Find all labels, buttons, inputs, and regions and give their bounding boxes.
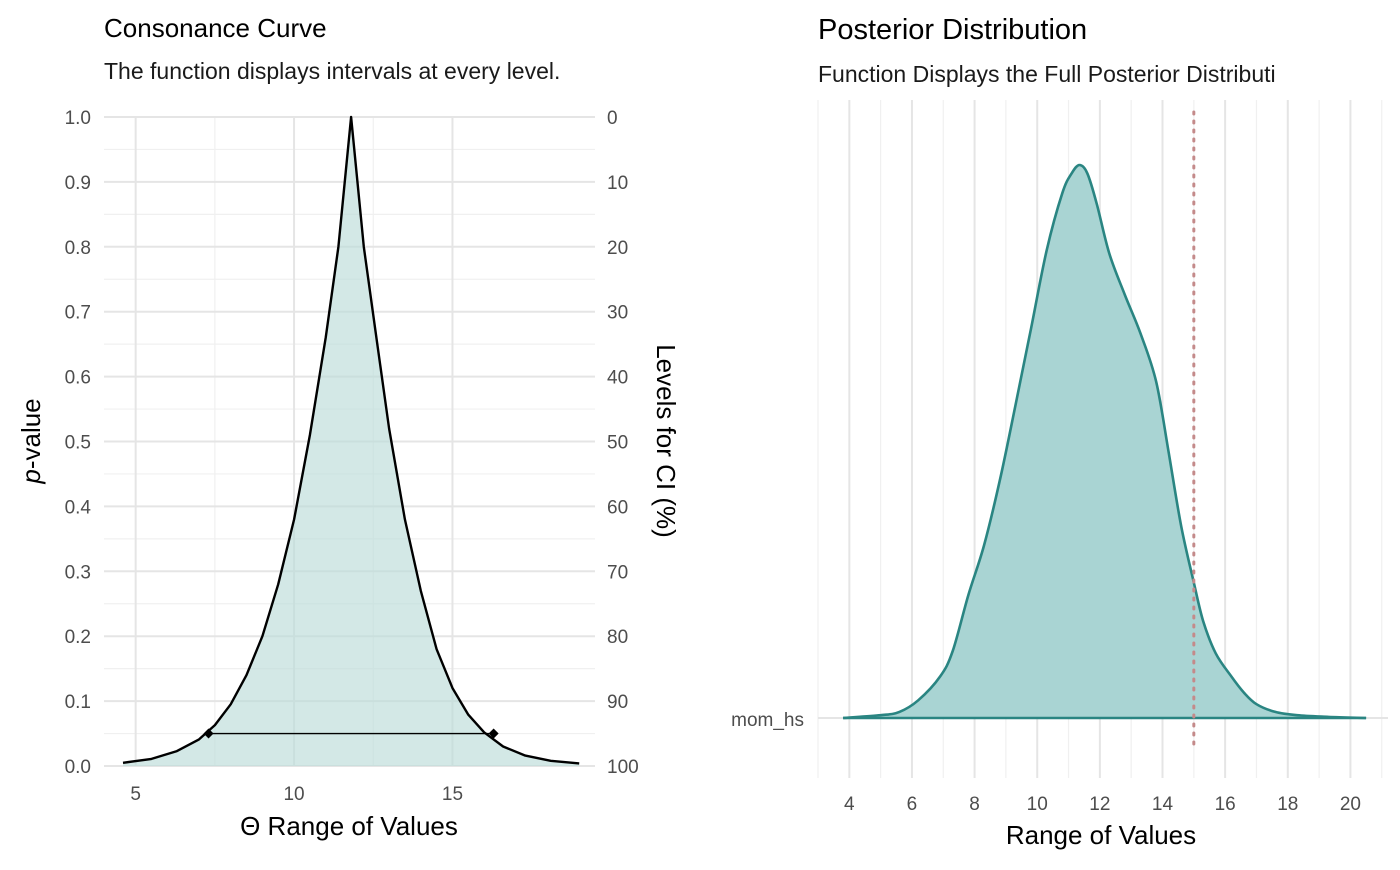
left-y-tick-label: 0.1: [65, 692, 91, 713]
left-y-tick-label: 0.2: [65, 627, 91, 648]
left-y-axis-label-italic: p: [16, 469, 46, 484]
right-x-tick-label: 8: [969, 794, 980, 815]
left-y-tick-label: 0.8: [65, 238, 91, 259]
consonance-curve-panel: Consonance Curve The function displays i…: [16, 13, 681, 841]
left-y2-tick-label: 80: [607, 627, 628, 648]
left-chart-subtitle: The function displays intervals at every…: [104, 58, 560, 84]
left-y2-tick-label: 90: [607, 692, 628, 713]
left-y2-tick-label: 60: [607, 497, 628, 518]
left-secondary-y-axis-label: Levels for CI (%): [651, 344, 681, 538]
left-y-axis-label: p-value: [16, 398, 46, 484]
posterior-distribution-panel: Posterior Distribution Function Displays…: [731, 14, 1388, 850]
left-y-tick-label: 1.0: [65, 108, 91, 129]
left-x-axis-label: Θ Range of Values: [240, 811, 458, 841]
right-y-category-label: mom_hs: [731, 710, 804, 731]
left-y-tick-label: 0.7: [65, 303, 91, 324]
left-y-tick-label: 0.9: [65, 173, 91, 194]
left-y-tick-label: 0.4: [65, 497, 92, 518]
left-y-axis-label-rest: -value: [16, 398, 46, 469]
left-y-tick-label: 0.0: [65, 757, 91, 778]
right-x-tick-label: 4: [844, 794, 855, 815]
left-y-tick-label: 0.5: [65, 433, 91, 454]
right-x-tick-label: 14: [1152, 794, 1174, 815]
ci-endpoint-marker: [203, 728, 214, 739]
left-y2-tick-label: 40: [607, 368, 628, 389]
right-x-tick-label: 12: [1089, 794, 1110, 815]
right-x-tick-label: 16: [1215, 794, 1236, 815]
left-y2-tick-label: 50: [607, 433, 628, 454]
right-chart-subtitle: Function Displays the Full Posterior Dis…: [818, 61, 1276, 87]
right-axis-ticks: 4 6 8 10 12 14 16 18 20: [844, 794, 1361, 815]
left-y2-tick-label: 70: [607, 562, 628, 583]
left-chart-title: Consonance Curve: [104, 13, 327, 43]
right-x-tick-label: 20: [1340, 794, 1361, 815]
left-y2-tick-label: 0: [607, 108, 618, 129]
left-plot-area: [122, 115, 580, 766]
left-y-tick-label: 0.6: [65, 368, 91, 389]
left-x-tick-label: 5: [130, 784, 141, 805]
consonance-area: [123, 117, 580, 766]
left-x-tick-label: 15: [442, 784, 463, 805]
consonance-curve-line: [122, 115, 580, 765]
posterior-density-line: [842, 163, 1367, 720]
right-x-tick-label: 18: [1277, 794, 1298, 815]
right-x-axis-label: Range of Values: [1006, 820, 1196, 850]
left-y2-tick-label: 10: [607, 173, 628, 194]
left-y2-tick-label: 30: [607, 303, 628, 324]
left-y2-tick-label: 100: [607, 757, 639, 778]
right-plot-area: [842, 110, 1367, 752]
right-x-tick-label: 6: [907, 794, 918, 815]
right-chart-title: Posterior Distribution: [818, 14, 1087, 46]
left-y-tick-label: 0.3: [65, 562, 91, 583]
right-x-tick-label: 10: [1027, 794, 1048, 815]
left-y2-tick-label: 20: [607, 238, 628, 259]
left-x-tick-label: 10: [283, 784, 304, 805]
ci-endpoint-marker: [488, 728, 499, 739]
